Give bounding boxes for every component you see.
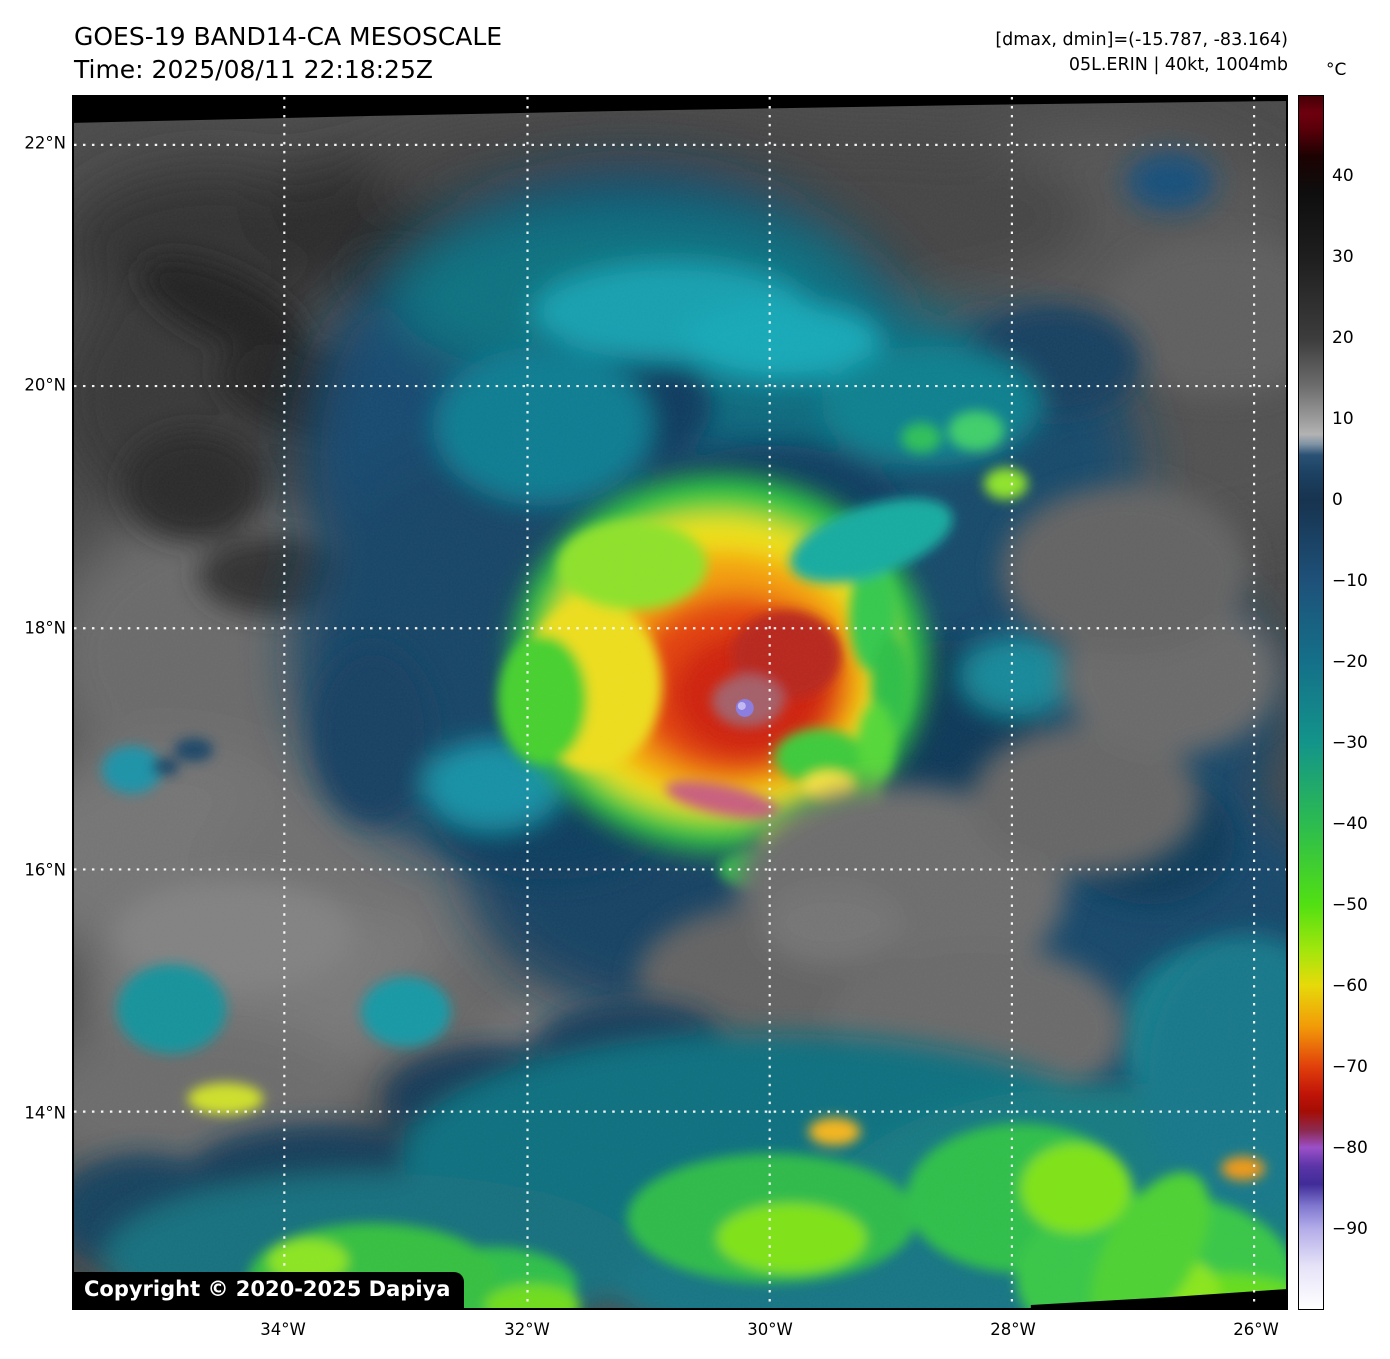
scan-edge-wedges xyxy=(74,97,1286,1308)
colorbar-tick: −80 xyxy=(1332,1138,1368,1158)
header: GOES-19 BAND14-CA MESOSCALE Time: 2025/0… xyxy=(74,20,502,86)
lat-label-20n: 20°N xyxy=(24,375,66,395)
colorbar-tick: −70 xyxy=(1332,1057,1368,1077)
storm-info-label: 05L.ERIN | 40kt, 1004mb xyxy=(1068,55,1288,75)
lat-label-22n: 22°N xyxy=(24,133,66,153)
page-title: GOES-19 BAND14-CA MESOSCALE xyxy=(74,22,503,51)
lat-label-14n: 14°N xyxy=(24,1103,66,1123)
colorbar-tick: 20 xyxy=(1332,328,1354,348)
colorbar-tick: −60 xyxy=(1332,976,1368,996)
lon-label-26w: 26°W xyxy=(1233,1320,1279,1339)
header-info: [dmax, dmin]=(-15.787, -83.164) 05L.ERIN… xyxy=(995,28,1288,78)
copyright-badge: Copyright © 2020-2025 Dapiya xyxy=(74,1272,465,1308)
timestamp-label: Time: 2025/08/11 22:18:25Z xyxy=(74,55,433,84)
colorbar-tick: −10 xyxy=(1332,571,1368,591)
satellite-image xyxy=(74,97,1286,1308)
lon-label-30w: 30°W xyxy=(747,1320,793,1339)
satellite-map: Copyright © 2020-2025 Dapiya xyxy=(72,95,1288,1310)
colorbar-tick: 40 xyxy=(1332,166,1354,186)
colorbar-tick: −90 xyxy=(1332,1219,1368,1239)
lon-label-28w: 28°W xyxy=(990,1320,1036,1339)
colorbar-tick: −50 xyxy=(1332,895,1368,915)
colorbar-gradient xyxy=(1298,95,1324,1310)
colorbar-tick: 30 xyxy=(1332,247,1354,267)
lat-label-18n: 18°N xyxy=(24,618,66,638)
colorbar-tick: −40 xyxy=(1332,814,1368,834)
dmax-dmin-label: [dmax, dmin]=(-15.787, -83.164) xyxy=(995,30,1288,50)
lon-label-34w: 34°W xyxy=(260,1320,306,1339)
colorbar-tick: 0 xyxy=(1332,490,1343,510)
colorbar-unit-label: °C xyxy=(1326,60,1347,80)
lon-label-32w: 32°W xyxy=(504,1320,550,1339)
lat-label-16n: 16°N xyxy=(24,860,66,880)
colorbar-tick: −30 xyxy=(1332,733,1368,753)
colorbar-tick: −20 xyxy=(1332,652,1368,672)
colorbar-tick: 10 xyxy=(1332,409,1354,429)
grain-overlay xyxy=(74,97,1286,1308)
